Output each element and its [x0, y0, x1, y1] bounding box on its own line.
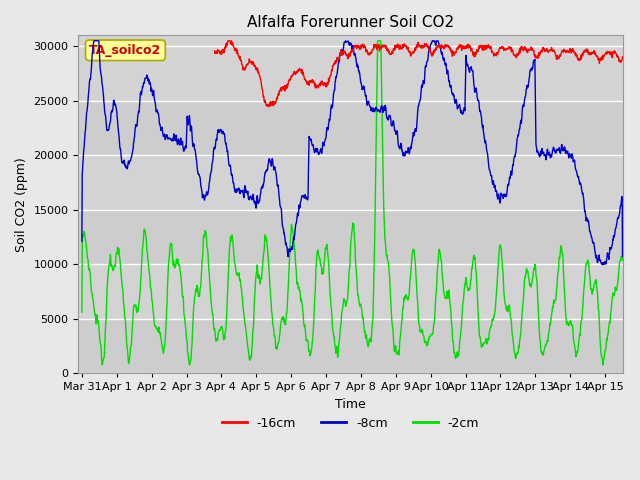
Title: Alfalfa Forerunner Soil CO2: Alfalfa Forerunner Soil CO2 — [247, 15, 454, 30]
Bar — [79, 210, 623, 264]
Y-axis label: Soil CO2 (ppm): Soil CO2 (ppm) — [15, 157, 28, 252]
Legend: -16cm, -8cm, -2cm: -16cm, -8cm, -2cm — [217, 412, 484, 435]
Bar — [79, 319, 623, 373]
Bar — [79, 101, 623, 155]
Text: TA_soilco2: TA_soilco2 — [90, 44, 161, 57]
X-axis label: Time: Time — [335, 398, 366, 411]
